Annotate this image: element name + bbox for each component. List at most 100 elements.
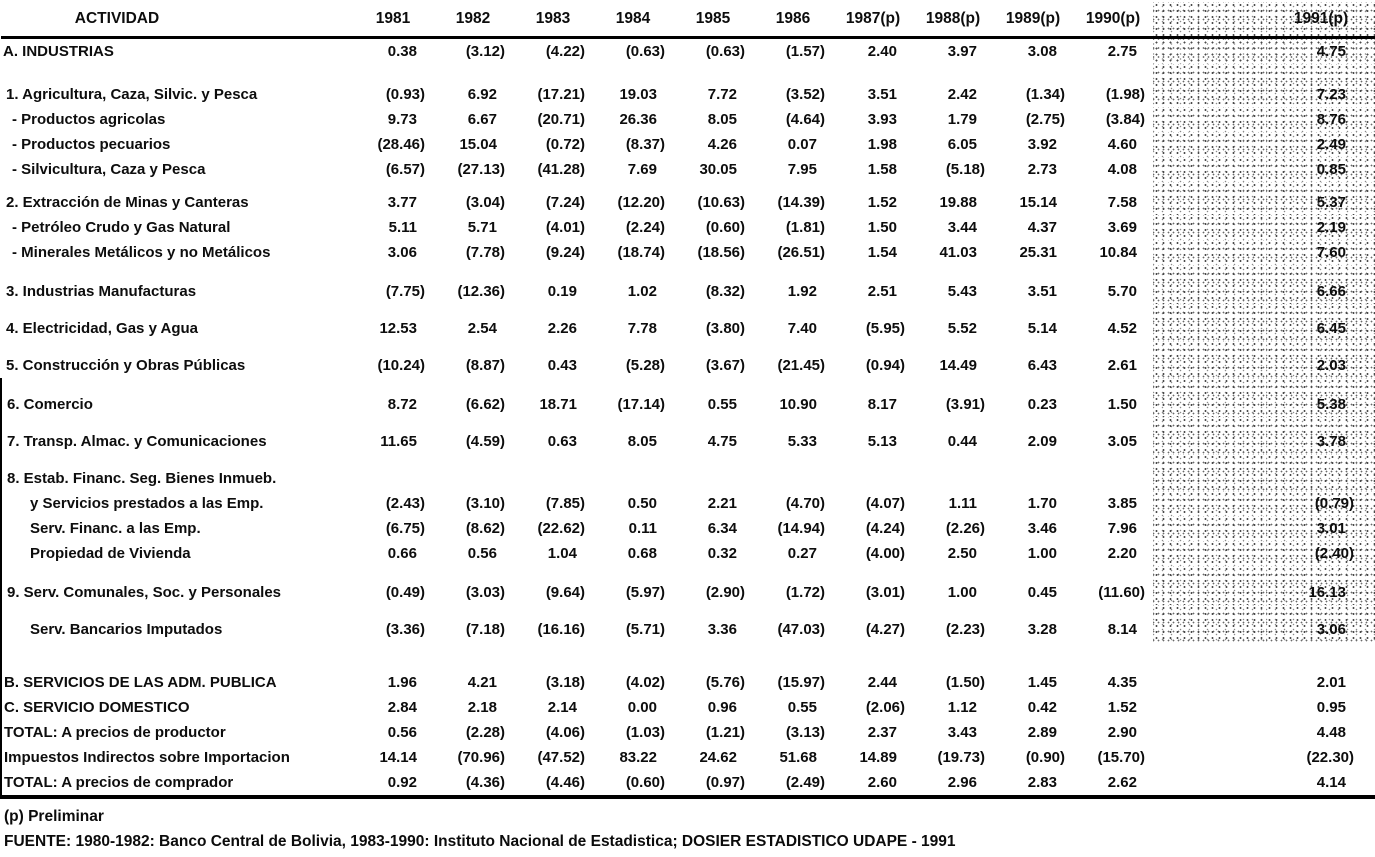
table-row: 9. Serv. Comunales, Soc. y Personales (0.… (0, 566, 1375, 605)
value-cell: 4.35 (1107, 674, 1137, 691)
value-cell: 41.03 (939, 244, 977, 261)
value-cell: (4.27) (865, 621, 905, 638)
value-cell: 51.68 (779, 749, 817, 766)
value-cell: 0.96 (707, 699, 737, 716)
value-cell: (2.24) (625, 219, 665, 236)
value-cell: (4.59) (465, 433, 505, 450)
value-cell: (10.63) (697, 194, 745, 211)
footnotes: (p) Preliminar FUENTE: 1980-1982: Banco … (0, 804, 1375, 854)
value-cell: (18.74) (617, 244, 665, 261)
row-label: Serv. Bancarios Imputados (0, 605, 353, 642)
value-cell: (2.28) (465, 724, 505, 741)
value-cell: 11.65 (380, 433, 417, 450)
value-cell: 1.52 (867, 194, 897, 211)
value-cell: 10.84 (1099, 244, 1137, 261)
value-cell: (4.22) (545, 43, 585, 60)
value-cell: 2.44 (867, 674, 897, 691)
value-cell: 7.40 (787, 320, 817, 337)
header-year: 1989(p) (1005, 10, 1061, 27)
table-row: C. SERVICIO DOMESTICO 2.84 2.18 2.14 0.00 0.9… (0, 695, 1375, 720)
value-cell: (4.01) (545, 219, 585, 236)
value-cell: (1.81) (785, 219, 825, 236)
row-label: 4. Electricidad, Gas y Agua (6, 320, 199, 337)
value-cell: (22.30) (1306, 749, 1354, 766)
value-cell: 7.69 (627, 161, 657, 178)
value-cell: (7.75) (385, 283, 425, 300)
row-label: B. SERVICIOS DE LAS ADM. PUBLICA (0, 642, 353, 695)
value-cell: 8.05 (627, 433, 657, 450)
value-cell: (5.71) (625, 621, 665, 638)
value-cell: (0.49) (385, 584, 425, 601)
header-year: 1986 (775, 10, 811, 27)
value-cell: 2.03 (1266, 341, 1375, 378)
value-cell: 4.52 (1107, 320, 1137, 337)
row-label: 2. Extracción de Minas y Canteras (6, 194, 249, 211)
row-label: C. SERVICIO DOMESTICO (0, 695, 353, 720)
value-cell: 16.13 (1266, 566, 1375, 605)
row-label: 1. Agricultura, Caza, Silvic. y Pesca (6, 86, 258, 103)
table-row: - Minerales Metálicos y no Metálicos 3.06… (1, 240, 1375, 265)
value-cell: 5.43 (947, 283, 977, 300)
value-cell (353, 454, 433, 491)
value-cell: 5.71 (467, 219, 497, 236)
value-cell: 4.08 (1107, 161, 1137, 178)
value-cell: 2.09 (1027, 433, 1057, 450)
value-cell: (4.70) (785, 495, 825, 512)
value-cell: 2.60 (833, 770, 913, 799)
header-year: 1982 (455, 10, 491, 27)
value-cell: 0.56 (387, 724, 417, 741)
spacer-cell (1153, 240, 1266, 265)
value-cell: (3.01) (865, 584, 905, 601)
value-cell: 0.00 (627, 699, 657, 716)
header-filler (1153, 2, 1266, 38)
value-cell: (0.79) (1266, 491, 1375, 516)
value-cell: (2.26) (945, 520, 985, 537)
table-row: 8. Estab. Financ. Seg. Bienes Inmueb. (0, 454, 1375, 491)
table-row: 3. Industrias Manufacturas (7.75) (12.36) 0… (1, 265, 1375, 304)
value-cell: (3.04) (465, 194, 505, 211)
spacer-cell (1153, 341, 1266, 378)
value-cell: (4.46) (513, 770, 593, 799)
value-cell: 0.11 (628, 520, 657, 537)
value-cell: 0.63 (547, 433, 577, 450)
table-row: 2. Extracción de Minas y Canteras 3.77 (3.… (1, 182, 1375, 215)
table-row: Impuestos Indirectos sobre Importacion 14… (0, 745, 1375, 770)
value-cell: (3.84) (1105, 111, 1145, 128)
row-label: 7. Transp. Almac. y Comunicaciones (0, 417, 353, 454)
value-cell: (18.56) (697, 244, 745, 261)
row-label: - Productos agricolas (12, 111, 166, 128)
value-cell: 3.28 (1027, 621, 1057, 638)
value-cell: 7.78 (627, 320, 657, 337)
value-cell: (0.72) (545, 136, 585, 153)
table-row: - Productos pecuarios (28.46) 15.04 (0.72) (… (1, 132, 1375, 157)
header-year: 1983 (535, 10, 571, 27)
value-cell: 3.97 (947, 43, 977, 60)
value-cell: (12.36) (457, 283, 505, 300)
spacer-cell (1153, 215, 1266, 240)
table-row: Serv. Financ. a las Emp. (6.75) (8.62) (22.… (0, 516, 1375, 541)
table-row: - Silvicultura, Caza y Pesca (6.57) (27.13… (1, 157, 1375, 182)
table-row: TOTAL: A precios de comprador 0.92 (4.36)(… (0, 770, 1375, 799)
value-cell: (5.76) (705, 674, 745, 691)
value-cell: (1.34) (1025, 86, 1065, 103)
value-cell: 24.62 (699, 749, 737, 766)
value-cell: (5.97) (625, 584, 665, 601)
row-label: 9. Serv. Comunales, Soc. y Personales (0, 566, 353, 605)
value-cell: 2.83 (993, 770, 1073, 799)
value-cell: 2.40 (867, 43, 897, 60)
value-cell: 1.00 (947, 584, 977, 601)
value-cell (1266, 454, 1375, 491)
value-cell: 4.26 (707, 136, 737, 153)
header-row: ACTIVIDAD 1981 1982 1983 1984 1985 1986 1987(p)… (1, 2, 1375, 38)
table-row: Serv. Bancarios Imputados (3.36) (7.18) (16… (0, 605, 1375, 642)
value-cell: 6.66 (1266, 265, 1375, 304)
value-cell: 8.76 (1266, 107, 1375, 132)
value-cell: 2.50 (947, 545, 977, 562)
value-cell: (6.62) (465, 396, 505, 413)
value-cell: 7.58 (1107, 194, 1137, 211)
table-row: 1. Agricultura, Caza, Silvic. y Pesca (0.… (1, 64, 1375, 107)
value-cell: (0.60) (705, 219, 745, 236)
value-cell: (6.57) (385, 161, 425, 178)
value-cell: 2.18 (467, 699, 497, 716)
row-label: - Petróleo Crudo y Gas Natural (12, 219, 231, 236)
